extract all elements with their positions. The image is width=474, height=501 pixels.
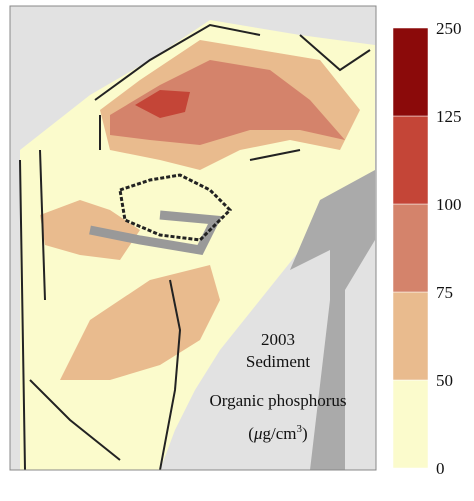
map-border	[9, 5, 377, 471]
legend-swatch	[392, 203, 429, 293]
unit: (μg/cm3)	[248, 423, 307, 443]
zone-100-125	[135, 90, 190, 118]
map	[9, 5, 377, 471]
unit-exponent: 3	[297, 423, 303, 435]
zone-75-100	[110, 60, 345, 145]
channel	[290, 170, 375, 470]
legend-swatch	[392, 115, 429, 205]
legend-tick-label: 250	[436, 19, 462, 38]
annotation: 2003 Sediment Organic phosphorus (μg/cm3…	[209, 330, 346, 443]
legend-tick-label: 0	[436, 459, 445, 478]
unit-part: )	[302, 424, 308, 443]
legend-tick-label: 50	[436, 371, 453, 390]
channel	[89, 210, 222, 255]
unit-part: μ	[253, 424, 263, 443]
legend-swatch	[392, 291, 429, 381]
variable: Organic phosphorus	[209, 391, 346, 410]
legend-tick-label: 125	[436, 107, 462, 126]
unit-part: (	[248, 424, 254, 443]
legend-swatch	[392, 27, 429, 117]
shoreline	[19, 23, 371, 471]
medium: Sediment	[246, 352, 310, 371]
zone-50-75	[60, 265, 220, 380]
year: 2003	[261, 330, 295, 349]
legend-tick-label: 75	[436, 283, 453, 302]
urban-area	[118, 173, 233, 242]
unit-part: g/cm	[263, 424, 297, 443]
legend-tick-label: 100	[436, 195, 462, 214]
legend-swatch	[392, 379, 429, 469]
legend: 0 50 75 100 125 250	[392, 19, 462, 478]
